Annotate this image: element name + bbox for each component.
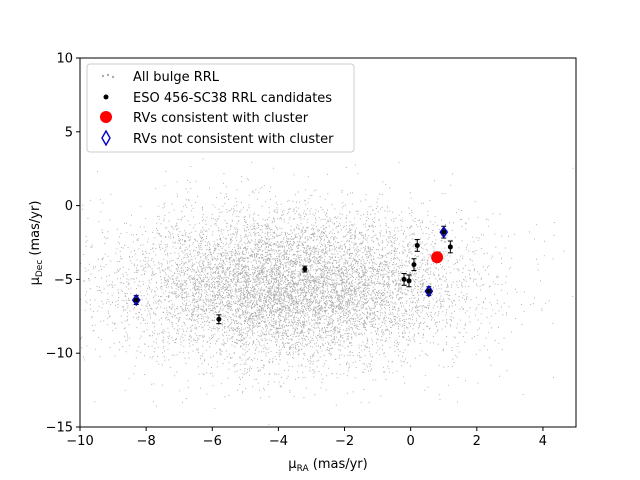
legend-label-not-consistent: RVs not consistent with cluster (133, 132, 334, 147)
data-markers (131, 225, 453, 322)
x-tick-label: 2 (473, 434, 481, 449)
y-axis-label-unit: (mas/yr) (28, 201, 43, 260)
y-axis-ticks: −15 −10 −5 0 5 10 (46, 52, 80, 436)
y-tick-label: 5 (65, 125, 73, 140)
legend-label-consistent: RVs consistent with cluster (133, 111, 309, 126)
x-tick-label: 4 (539, 434, 547, 449)
x-tick-label: −4 (269, 434, 288, 449)
not-consistent-marker (131, 293, 141, 307)
x-tick-label: −10 (66, 434, 93, 449)
legend-swatch-not-consistent (101, 129, 111, 147)
candidate-point (406, 278, 412, 284)
y-tick-label: −10 (46, 347, 73, 362)
candidate-point (414, 242, 420, 248)
x-axis-label: μRA (mas/yr) (288, 457, 367, 474)
background-points (80, 138, 574, 426)
axes-frame (79, 57, 577, 428)
candidate-point (447, 244, 453, 250)
x-axis-label-unit: (mas/yr) (309, 457, 368, 472)
legend: All bulge RRL ESO 456-SC38 RRL candidate… (86, 63, 355, 153)
not-consistent-marker (424, 284, 434, 298)
candidate-point (133, 297, 139, 303)
candidate-point (401, 276, 407, 282)
candidate-point (216, 316, 222, 322)
legend-swatch-consistent (100, 111, 112, 123)
legend-box (86, 63, 355, 153)
candidate-point (426, 288, 432, 294)
x-tick-label: −6 (203, 434, 222, 449)
x-axis-ticks: −10 −8 −6 −4 −2 0 2 4 (66, 427, 547, 449)
legend-swatch-bulge-rrl (101, 73, 115, 79)
x-axis-label-subscript: RA (297, 464, 310, 474)
not-consistent-marker (439, 225, 449, 239)
y-tick-label: 10 (56, 52, 73, 67)
y-tick-label: −15 (46, 421, 73, 436)
bulge-rrl-cloud (80, 138, 574, 426)
candidate-point (302, 266, 308, 272)
y-tick-label: −5 (54, 273, 73, 288)
candidate-point (441, 229, 447, 235)
legend-label-bulge-rrl: All bulge RRL (133, 70, 220, 85)
y-tick-label: 0 (65, 199, 73, 214)
x-tick-label: −2 (335, 434, 354, 449)
x-tick-label: 0 (407, 434, 415, 449)
x-tick-label: −8 (137, 434, 156, 449)
y-axis-label-subscript: Dec (35, 260, 45, 277)
candidate-point (411, 262, 417, 268)
y-axis-label: μDec (mas/yr) (28, 201, 45, 286)
legend-label-candidates: ESO 456-SC38 RRL candidates (133, 91, 332, 106)
legend-swatch-candidates (103, 94, 109, 100)
consistent-marker (431, 251, 444, 264)
